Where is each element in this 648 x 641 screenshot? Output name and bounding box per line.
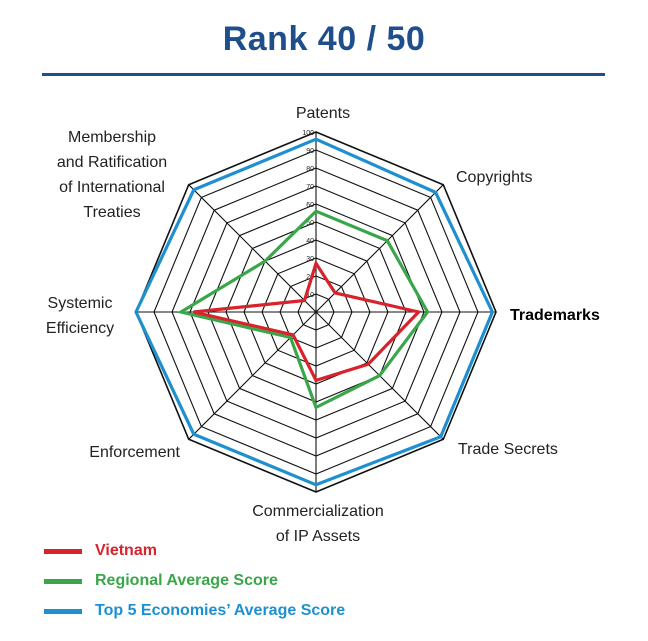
legend-item-top5: Top 5 Economies’ Average Score (44, 596, 345, 626)
radar-grid (135, 131, 497, 493)
legend-label-regional: Regional Average Score (95, 572, 278, 589)
axis-label-enforcement: Enforcement (89, 444, 180, 461)
axis-label-line: and Ratification (57, 154, 167, 171)
axis-label-line: Patents (296, 105, 350, 122)
legend: Vietnam Regional Average Score Top 5 Eco… (44, 536, 345, 626)
axis-label-line: of IP Assets (276, 528, 360, 545)
tick-label: 70 (306, 184, 314, 191)
tick-label: 10 (306, 292, 314, 299)
series-vietnam (193, 259, 422, 383)
tick-label: 40 (306, 238, 314, 245)
tick-label: 90 (306, 148, 314, 155)
legend-swatch-regional (44, 578, 82, 584)
axis-label-commercialization-of-ip-assets: Commercialization of IP Assets (252, 503, 384, 545)
axis-label-line: of International (59, 179, 165, 196)
tick-label: 80 (306, 166, 314, 173)
legend-label-top5: Top 5 Economies’ Average Score (95, 602, 346, 619)
tick-label: 30 (306, 256, 314, 263)
axis-label-line: Systemic (48, 295, 113, 312)
title-underline (42, 73, 605, 76)
axis-label-copyrights: Copyrights (456, 169, 532, 186)
grid-spoke (315, 184, 444, 313)
series-regional-average-score (176, 209, 430, 410)
axis-label-line: Copyrights (456, 169, 532, 186)
legend-swatch-vietnam (44, 548, 82, 554)
radar-series (134, 137, 495, 487)
legend-label-vietnam: Vietnam (95, 542, 157, 559)
axis-label-line: Efficiency (46, 320, 114, 337)
axis-label-line: Trade Secrets (458, 441, 558, 458)
axis-label-line: Membership (68, 129, 156, 146)
axis-label-membership-and-ratification-of-international-treaties: Membership and Ratification of Internation… (57, 129, 167, 221)
axis-label-line: Enforcement (89, 444, 180, 461)
legend-item-regional: Regional Average Score (44, 566, 345, 596)
axis-label-line: Treaties (83, 204, 140, 221)
axis-label-systemic-efficiency: Systemic Efficiency (46, 295, 114, 337)
series-top-5-economies-average-score (134, 137, 495, 487)
axis-label-patents: Patents (296, 105, 350, 122)
grid-spoke (188, 184, 317, 313)
radar-axis-labels: Patents Copyrights Trademarks Trade Secrets… (46, 105, 600, 545)
legend-item-vietnam: Vietnam (44, 536, 345, 566)
page-title: Rank 40 / 50 (222, 20, 426, 58)
axis-label-trademarks: Trademarks (510, 307, 600, 324)
grid-spoke (188, 311, 317, 440)
tick-label: 50 (306, 220, 314, 227)
tick-label: 60 (306, 202, 314, 209)
legend-swatch-top5 (44, 608, 82, 614)
tick-label: 100 (302, 130, 314, 137)
axis-label-line: Trademarks (510, 307, 600, 324)
axis-label-line: Commercialization (252, 503, 384, 520)
axis-label-trade-secrets: Trade Secrets (458, 441, 558, 458)
